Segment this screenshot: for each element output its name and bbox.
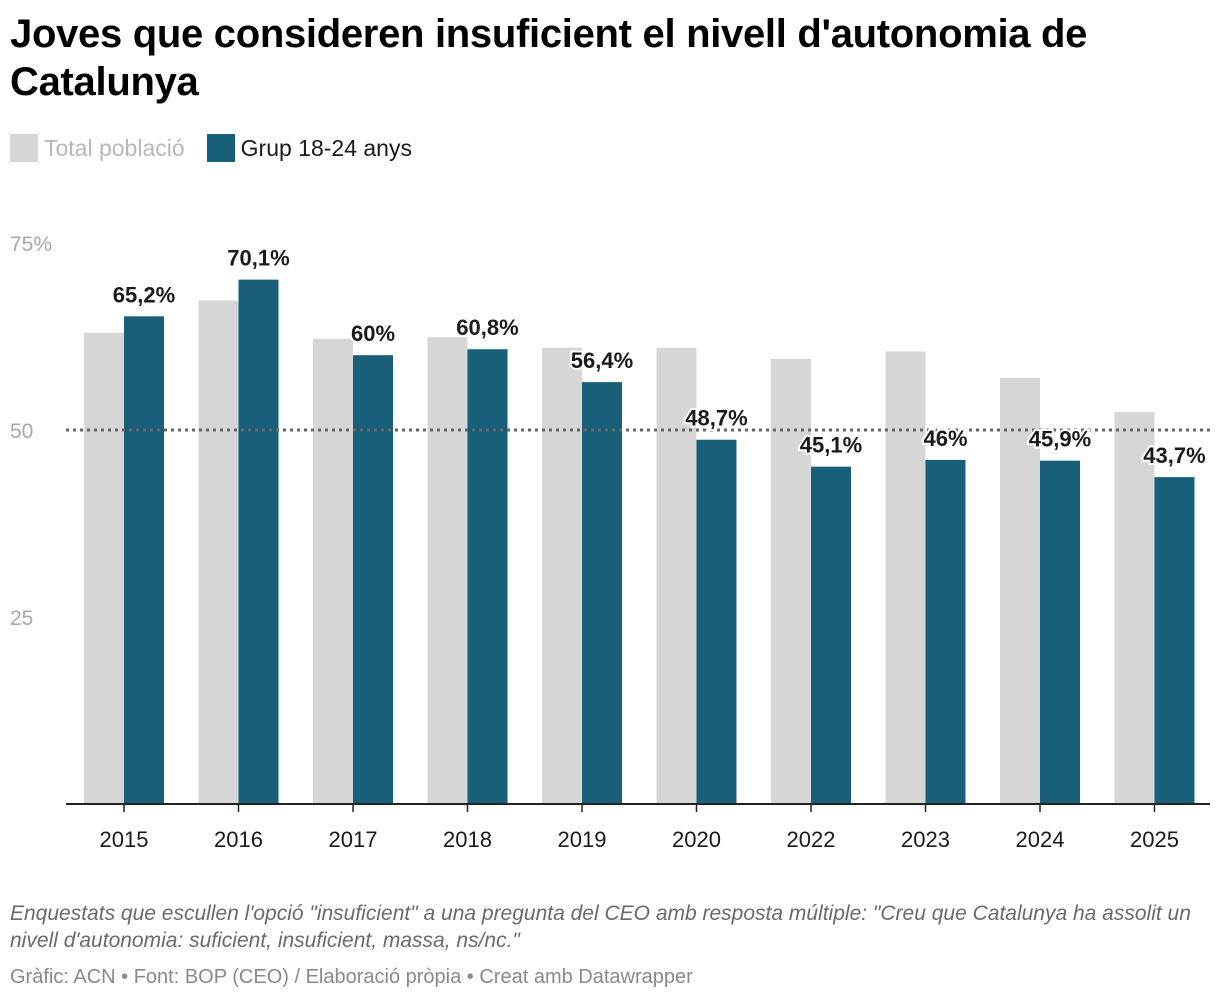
legend-label-total: Total població <box>44 134 185 161</box>
bar-total-2015 <box>84 332 124 804</box>
chart-title: Joves que consideren insuficient el nive… <box>10 12 1088 104</box>
chart-note: Enquestats que escullen l'opció "insufic… <box>10 902 1191 952</box>
y-tick-label: 25 <box>10 607 33 630</box>
y-tick-label: 75% <box>10 233 52 256</box>
bar-total-2022 <box>771 358 811 804</box>
x-tick-label-2015: 2015 <box>100 827 149 852</box>
bar-total-2018 <box>427 337 468 804</box>
x-tick-label-2023: 2023 <box>901 827 950 852</box>
data-label-2019: 56,4% <box>571 348 633 373</box>
bar-group-2019 <box>582 382 622 804</box>
x-tick-label-2016: 2016 <box>214 827 263 852</box>
data-label-2024: 45,9% <box>1029 427 1091 452</box>
data-label-2020: 48,7% <box>685 406 747 431</box>
y-tick-label: 50 <box>10 420 33 443</box>
legend: Total població Grup 18-24 anys <box>10 132 434 164</box>
legend-item-group: Grup 18-24 anys <box>206 134 412 162</box>
data-label-2016: 70,1% <box>227 246 289 271</box>
legend-item-total: Total població <box>10 134 185 162</box>
bar-group-2015 <box>124 316 164 804</box>
x-tick-label-2024: 2024 <box>1016 827 1065 852</box>
x-tick-label-2025: 2025 <box>1130 827 1179 852</box>
bar-group-2017 <box>353 355 393 804</box>
bar-group-2020 <box>696 439 737 804</box>
bar-total-2017 <box>313 338 353 804</box>
bar-chart: 25 50 75% 65,2% 70,1% 60% 60,8% 56,4% 48,7% 45,1%… <box>10 233 1210 852</box>
data-label-2023: 46% <box>923 426 967 451</box>
legend-swatch-total <box>10 134 38 162</box>
data-label-2017: 60% <box>351 321 395 346</box>
data-label-2025: 43,7% <box>1143 443 1205 468</box>
bar-total-2025 <box>1114 412 1155 804</box>
x-tick-label-2020: 2020 <box>672 827 721 852</box>
bar-total-2024 <box>1000 377 1040 804</box>
x-tick-label-2022: 2022 <box>787 827 836 852</box>
x-tick-label-2018: 2018 <box>443 827 492 852</box>
data-label-2022: 45,1% <box>800 433 862 458</box>
legend-swatch-group <box>206 134 235 162</box>
x-tick-label-2017: 2017 <box>329 827 378 852</box>
bar-group-2022 <box>811 466 851 804</box>
bar-group-2016 <box>238 279 279 805</box>
data-label-2015: 65,2% <box>113 282 175 307</box>
bar-group-2018 <box>467 349 508 804</box>
bar-total-2016 <box>198 300 239 804</box>
x-tick-label-2019: 2019 <box>558 827 607 852</box>
chart-credits: Gràfic: ACN • Font: BOP (CEO) / Elaborac… <box>10 966 693 988</box>
bar-total-2019 <box>542 347 582 804</box>
legend-label-group: Grup 18-24 anys <box>240 134 412 161</box>
bar-group-2023 <box>925 459 966 804</box>
bar-group-2024 <box>1040 460 1080 804</box>
bar-total-2020 <box>656 347 697 804</box>
bar-group-2025 <box>1154 477 1195 804</box>
bar-total-2023 <box>885 351 926 804</box>
data-label-2018: 60,8% <box>456 315 518 340</box>
